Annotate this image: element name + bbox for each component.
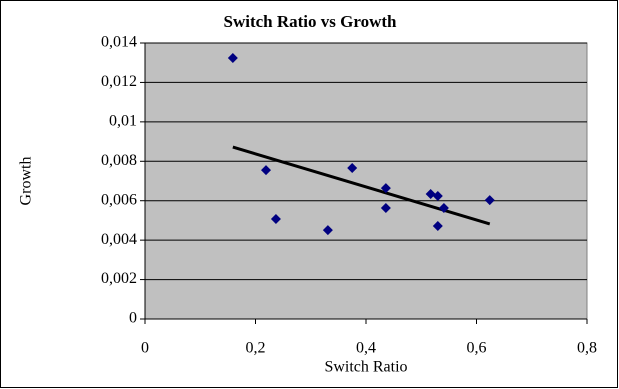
x-tick-label: 0,4 — [356, 340, 376, 357]
y-tick-label: 0,012 — [101, 73, 137, 90]
y-tick-label: 0,008 — [101, 152, 137, 169]
data-point — [260, 165, 271, 176]
y-tick-label: 0,004 — [101, 231, 137, 248]
y-tick-label: 0,014 — [101, 34, 137, 51]
data-point — [380, 203, 391, 214]
y-tick-label: 0 — [129, 310, 137, 327]
y-axis-label: Growth — [18, 157, 35, 206]
data-point — [227, 52, 238, 63]
x-tick-label: 0,2 — [246, 340, 266, 357]
chart-title: Switch Ratio vs Growth — [224, 12, 398, 31]
plot-area — [144, 42, 588, 320]
y-tick-label: 0,01 — [109, 113, 137, 130]
data-point — [347, 162, 358, 173]
x-tick-label: 0,8 — [577, 340, 597, 357]
x-tick-label: 0,6 — [467, 340, 487, 357]
data-point — [484, 195, 495, 206]
data-point — [432, 190, 443, 201]
trendline — [232, 145, 491, 226]
x-tick-label: 0 — [141, 340, 149, 357]
data-point — [432, 220, 443, 231]
y-tick-label: 0,006 — [101, 191, 137, 208]
data-point — [425, 189, 436, 200]
x-axis-label: Switch Ratio — [324, 359, 407, 376]
data-point — [438, 203, 449, 214]
y-tick-label: 0,002 — [101, 270, 137, 287]
data-point — [270, 214, 281, 225]
data-point — [322, 225, 333, 236]
data-point — [380, 183, 391, 194]
